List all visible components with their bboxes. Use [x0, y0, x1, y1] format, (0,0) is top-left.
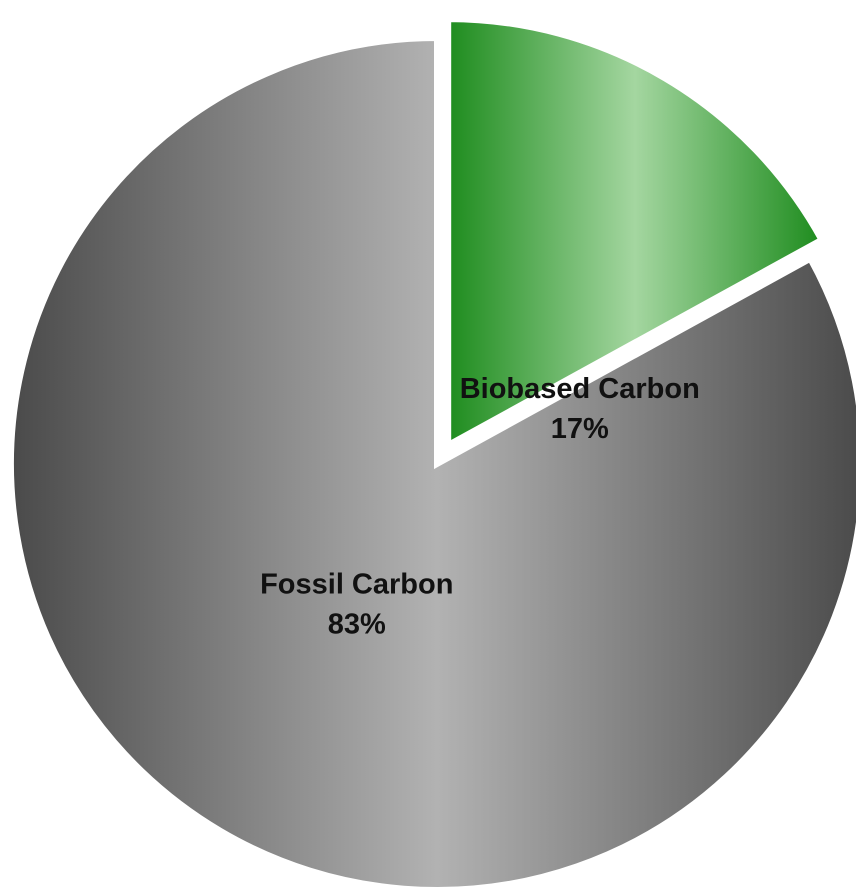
- slice-value-label: 83%: [328, 609, 386, 641]
- slice-label: Fossil Carbon: [260, 569, 453, 601]
- pie-slice-biobased-carbon: [445, 16, 826, 451]
- pie-slice-fossil-carbon: [8, 34, 856, 891]
- slice-value-label: 17%: [551, 413, 609, 445]
- slice-label: Biobased Carbon: [460, 373, 700, 405]
